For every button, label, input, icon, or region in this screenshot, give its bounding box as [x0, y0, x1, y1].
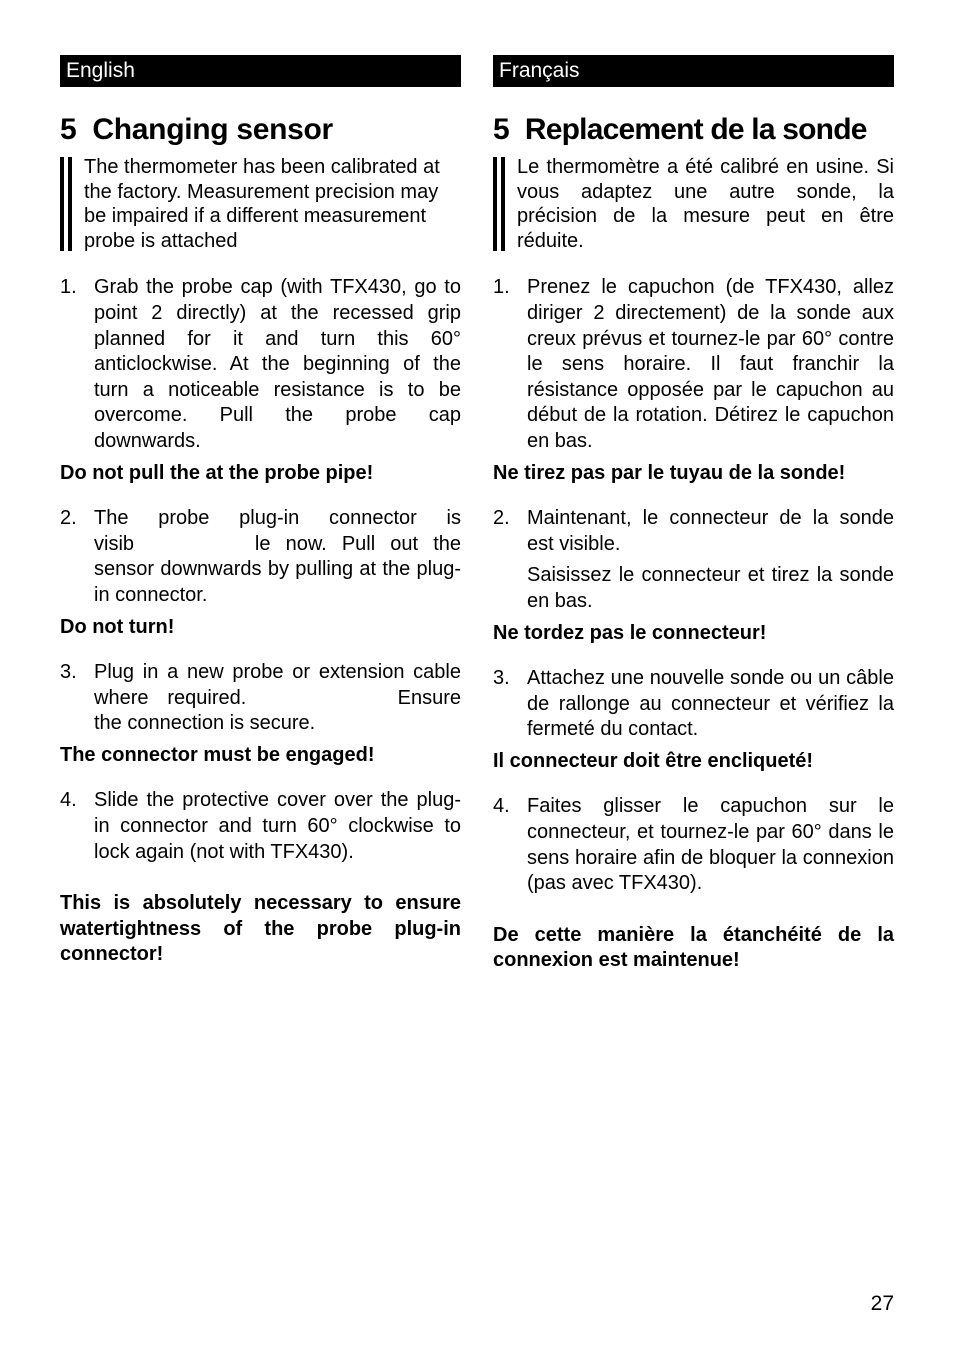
- step-text: Faites glisser le capuchon sur le connec…: [527, 794, 894, 896]
- section-heading-english: 5 Changing sensor: [60, 113, 461, 147]
- steps-list-english: 1. Grab the probe cap (with TFX430, go t…: [60, 275, 461, 454]
- steps-list-english-4: 4. Slide the protective cover over the p…: [60, 788, 461, 865]
- step-text: Attachez une nouvelle sonde ou un câble …: [527, 666, 894, 743]
- page: English 5 Changing sensor The thermomete…: [0, 0, 954, 1354]
- calibration-note-french: Le thermomètre a été calibré en usine. S…: [493, 155, 894, 253]
- step-number: 1.: [60, 275, 94, 454]
- step-2: 2. The probe plug-in connector is visib …: [60, 506, 461, 608]
- warning-watertight: De cette manière la étanchéité de la con…: [493, 923, 894, 974]
- two-column-layout: English 5 Changing sensor The thermomete…: [60, 55, 894, 994]
- warning-watertight: This is absolutely necessary to ensure w…: [60, 891, 461, 968]
- calibration-note-english: The thermometer has been calibrated at t…: [60, 155, 461, 253]
- step-text: Slide the protective cover over the plug…: [94, 788, 461, 865]
- note-bar-icon: [493, 155, 509, 253]
- step-text: Grab the probe cap (with TFX430, go to p…: [94, 275, 461, 454]
- step-text: Prenez le capuchon (de TFX430, allez dir…: [527, 275, 894, 454]
- note-text: Le thermomètre a été calibré en usine. S…: [517, 155, 894, 253]
- step-4: 4. Slide the protective cover over the p…: [60, 788, 461, 865]
- warning-connector-engaged: The connector must be engaged!: [60, 743, 461, 769]
- column-french: Français 5 Replacement de la sonde Le th…: [493, 55, 894, 994]
- step-number: 2.: [60, 506, 94, 608]
- steps-list-french: 1. Prenez le capuchon (de TFX430, allez …: [493, 275, 894, 454]
- warning-probe-pipe: Do not pull the at the probe pipe!: [60, 461, 461, 487]
- note-bar-icon: [60, 155, 76, 253]
- step-1: 1. Prenez le capuchon (de TFX430, allez …: [493, 275, 894, 454]
- section-number: 5: [493, 113, 509, 147]
- step-number: 4.: [60, 788, 94, 865]
- step-2: 2. Maintenant, le connecteur de la sonde…: [493, 506, 894, 614]
- step-3: 3. Attachez une nouvelle sonde ou un câb…: [493, 666, 894, 743]
- section-title: Changing sensor: [92, 113, 333, 147]
- step-text: Maintenant, le connecteur de la sonde es…: [527, 506, 894, 614]
- warning-connector-locked: Il connecteur doit être encliqueté!: [493, 749, 894, 775]
- warning-do-not-turn: Do not turn!: [60, 615, 461, 641]
- step-number: 2.: [493, 506, 527, 614]
- page-number: 27: [871, 1292, 894, 1316]
- language-bar-french: Français: [493, 55, 894, 87]
- step-text: The probe plug-in connector is visib le …: [94, 506, 461, 608]
- steps-list-english-3: 3. Plug in a new probe or extension cabl…: [60, 660, 461, 737]
- step-number: 1.: [493, 275, 527, 454]
- step-subtext: Saisissez le connecteur et tirez la sond…: [527, 563, 894, 614]
- step-4: 4. Faites glisser le capuchon sur le con…: [493, 794, 894, 896]
- section-heading-french: 5 Replacement de la sonde: [493, 113, 894, 147]
- steps-list-french-3: 3. Attachez une nouvelle sonde ou un câb…: [493, 666, 894, 743]
- section-title: Replacement de la sonde: [525, 113, 867, 147]
- step-number: 4.: [493, 794, 527, 896]
- step-1: 1. Grab the probe cap (with TFX430, go t…: [60, 275, 461, 454]
- language-bar-english: English: [60, 55, 461, 87]
- step-text: Plug in a new probe or extension cable w…: [94, 660, 461, 737]
- column-english: English 5 Changing sensor The thermomete…: [60, 55, 461, 994]
- steps-list-french-4: 4. Faites glisser le capuchon sur le con…: [493, 794, 894, 896]
- steps-list-english-2: 2. The probe plug-in connector is visib …: [60, 506, 461, 608]
- warning-do-not-twist: Ne tordez pas le connecteur!: [493, 621, 894, 647]
- step-number: 3.: [60, 660, 94, 737]
- note-text: The thermometer has been calibrated at t…: [84, 155, 461, 253]
- step-number: 3.: [493, 666, 527, 743]
- warning-probe-pipe: Ne tirez pas par le tuyau de la sonde!: [493, 461, 894, 487]
- step-3: 3. Plug in a new probe or extension cabl…: [60, 660, 461, 737]
- steps-list-french-2: 2. Maintenant, le connecteur de la sonde…: [493, 506, 894, 614]
- section-number: 5: [60, 113, 76, 147]
